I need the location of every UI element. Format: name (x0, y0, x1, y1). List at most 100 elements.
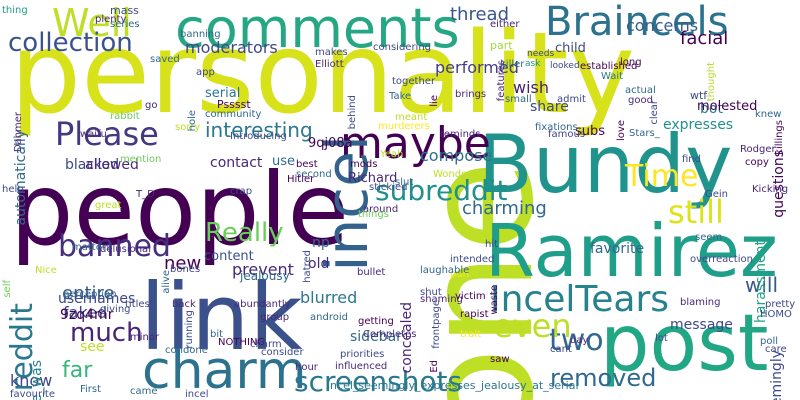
cloud-word: established (580, 61, 638, 72)
cloud-word: day (570, 335, 589, 346)
cloud-word: Kicking (752, 184, 789, 195)
cloud-word: incel_seemingly_expresses_jealousy_at_se… (327, 379, 579, 392)
cloud-word: series (110, 19, 140, 30)
cloud-word: condone (165, 345, 208, 356)
cloud-word: favourite (10, 389, 55, 400)
cloud-word: serial (205, 86, 241, 101)
cloud-word: hatred (302, 250, 313, 283)
cloud-word: Rodger (740, 144, 776, 155)
cloud-word: see (80, 339, 105, 355)
cloud-word: people (10, 151, 349, 268)
cloud-word: Time (625, 159, 699, 194)
cloud-word: prevent (232, 260, 294, 279)
cloud-word: copy (745, 157, 769, 168)
cloud-word: Psssst (217, 98, 251, 111)
cloud-word: entire (62, 283, 115, 304)
cloud-word: admit (557, 94, 586, 105)
cloud-word: bullet (357, 267, 386, 278)
cloud-word: care (765, 344, 787, 355)
cloud-word: NOTHING (218, 337, 266, 348)
cloud-word: rapist (460, 309, 489, 320)
cloud-word: content (204, 249, 254, 264)
cloud-word: Hitler (287, 174, 315, 185)
cloud-word: Take (389, 91, 412, 102)
cloud-word: First (80, 384, 102, 395)
cloud-word: running (184, 310, 195, 349)
cloud-word: behind (347, 95, 358, 130)
cloud-word: getting (358, 316, 394, 327)
cloud-word: waste (489, 285, 500, 315)
cloud-word: slut (395, 177, 414, 188)
cloud-word: delusional (100, 244, 151, 255)
cloud-word: hit (485, 239, 499, 250)
cloud-word: incel (185, 389, 209, 400)
cloud-word: mention (120, 154, 162, 165)
cloud-word: small (505, 94, 532, 105)
cloud-word: post (600, 299, 769, 389)
cloud-word: bot (700, 101, 723, 117)
cloud-word: intended (450, 254, 495, 265)
cloud-word: use (272, 154, 296, 169)
cloud-word: frontpage (431, 300, 442, 349)
cloud-word: best (296, 159, 318, 170)
cloud-word: alive (161, 270, 172, 294)
cloud-word: waifu (80, 129, 107, 140)
cloud-word: mods (350, 159, 378, 170)
cloud-word: far (62, 358, 93, 383)
cloud-word: subs (575, 124, 606, 139)
cloud-word: around (363, 204, 399, 215)
cloud-word: Richard (348, 171, 398, 186)
cloud-word: still (668, 193, 724, 231)
cloud-word: clear (649, 100, 660, 125)
cloud-word: go (145, 100, 158, 111)
cloud-word: interesting (205, 118, 313, 142)
cloud-word: Completes (363, 329, 417, 340)
cloud-word: maybe (340, 118, 491, 169)
cloud-word: features (496, 60, 507, 102)
cloud-word: concerns (626, 16, 699, 35)
cloud-word: app (196, 67, 215, 78)
cloud-word: came (130, 386, 158, 397)
cloud-word: molested (697, 99, 758, 114)
cloud-word: Elliott (315, 59, 344, 70)
cloud-word: Ed (429, 360, 440, 373)
cloud-word: plenty (95, 14, 127, 25)
cloud-word: influenced (335, 361, 388, 372)
cloud-word: makes (315, 47, 348, 58)
cloud-word: banned (58, 229, 171, 264)
cloud-word: sidebar (350, 329, 402, 345)
cloud-word: help (2, 184, 24, 195)
cloud-word: love (616, 120, 627, 141)
cloud-word: stickied (369, 182, 408, 193)
cloud-word: trait (460, 329, 481, 340)
cloud-word: T_D (136, 189, 155, 200)
cloud-word: good (628, 95, 653, 106)
cloud-word: removed (550, 364, 657, 392)
cloud-word: bones (170, 264, 201, 275)
cloud-word: mass (110, 4, 139, 17)
cloud-word: favorite (590, 241, 645, 257)
cloud-word: collection (8, 28, 133, 58)
cloud-word: blaming (680, 297, 721, 308)
cloud-word: blurred (300, 288, 358, 307)
cloud-word: expresses (663, 117, 734, 133)
cloud-word: faked (63, 303, 108, 322)
cloud-word: thread (450, 4, 510, 25)
cloud-word: IncelTears (490, 279, 670, 320)
cloud-word: back (172, 299, 196, 310)
cloud-word: shut (420, 287, 442, 298)
cloud-word: either (490, 19, 520, 30)
cloud-word: compose (420, 146, 493, 165)
cloud-word: lot (655, 333, 668, 344)
cloud-word: pretty (765, 299, 796, 310)
cloud-word: Wonder (433, 169, 472, 180)
cloud-word: two (549, 323, 604, 358)
cloud-word: wish (513, 78, 550, 97)
cloud-word: bit (210, 329, 224, 340)
cloud-word: shaming (420, 294, 463, 305)
cloud-word: Braincels (545, 0, 729, 45)
cloud-word: hour (295, 362, 318, 373)
cloud-word: allowed (85, 157, 139, 173)
cloud-word: find (682, 154, 701, 165)
